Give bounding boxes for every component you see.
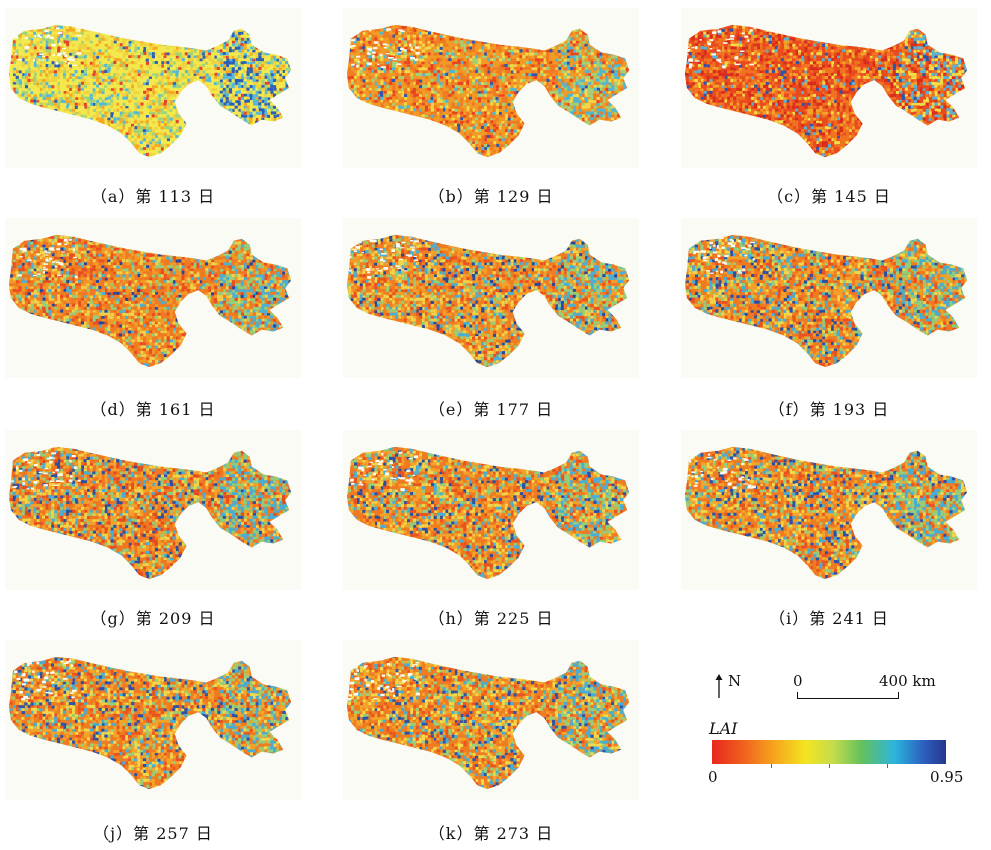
caption-g: （g）第 209 日 — [5, 605, 301, 629]
caption-d: （d）第 161 日 — [5, 396, 301, 420]
lai-map-h — [346, 446, 630, 580]
north-label: N — [728, 672, 741, 690]
lai-map-c — [684, 24, 968, 158]
caption-b: （b）第 129 日 — [343, 183, 639, 207]
lai-map-j — [8, 656, 292, 790]
caption-c: （c）第 145 日 — [681, 183, 977, 207]
lai-map-i — [684, 446, 968, 580]
legend-min-label: 0 — [708, 768, 718, 786]
legend-max-label: 0.95 — [930, 768, 963, 786]
map-panel-i — [681, 430, 977, 590]
scale-bar: 0 400 km — [793, 672, 943, 702]
lai-map-k — [346, 656, 630, 790]
lai-map-e — [346, 234, 630, 368]
map-panel-h — [343, 430, 639, 590]
lai-map-g — [8, 446, 292, 580]
map-panel-k — [343, 640, 639, 800]
legend-title: LAI — [709, 719, 738, 738]
caption-a: （a）第 113 日 — [5, 183, 301, 207]
scale-zero-label: 0 — [793, 672, 803, 690]
map-panel-c — [681, 8, 977, 168]
map-panel-f — [681, 218, 977, 378]
scale-bar-line — [797, 692, 899, 699]
map-panel-b — [343, 8, 639, 168]
caption-h: （h）第 225 日 — [343, 605, 639, 629]
color-ramp — [712, 740, 946, 764]
lai-map-f — [684, 234, 968, 368]
caption-j: （j）第 257 日 — [5, 820, 301, 844]
caption-k: （k）第 273 日 — [343, 820, 639, 844]
scale-distance-label: 400 km — [879, 672, 936, 690]
lai-map-b — [346, 24, 630, 158]
lai-map-a — [8, 24, 292, 158]
north-arrow-icon — [715, 674, 723, 698]
lai-map-d — [8, 234, 292, 368]
caption-e: （e）第 177 日 — [343, 396, 639, 420]
map-panel-a — [5, 8, 301, 168]
map-panel-d — [5, 218, 301, 378]
map-panel-g — [5, 430, 301, 590]
ramp-tick — [829, 764, 830, 768]
map-panel-j — [5, 640, 301, 800]
ramp-tick — [887, 764, 888, 768]
ramp-tick — [771, 764, 772, 768]
caption-i: （i）第 241 日 — [681, 605, 977, 629]
caption-f: （f）第 193 日 — [681, 396, 977, 420]
map-panel-e — [343, 218, 639, 378]
